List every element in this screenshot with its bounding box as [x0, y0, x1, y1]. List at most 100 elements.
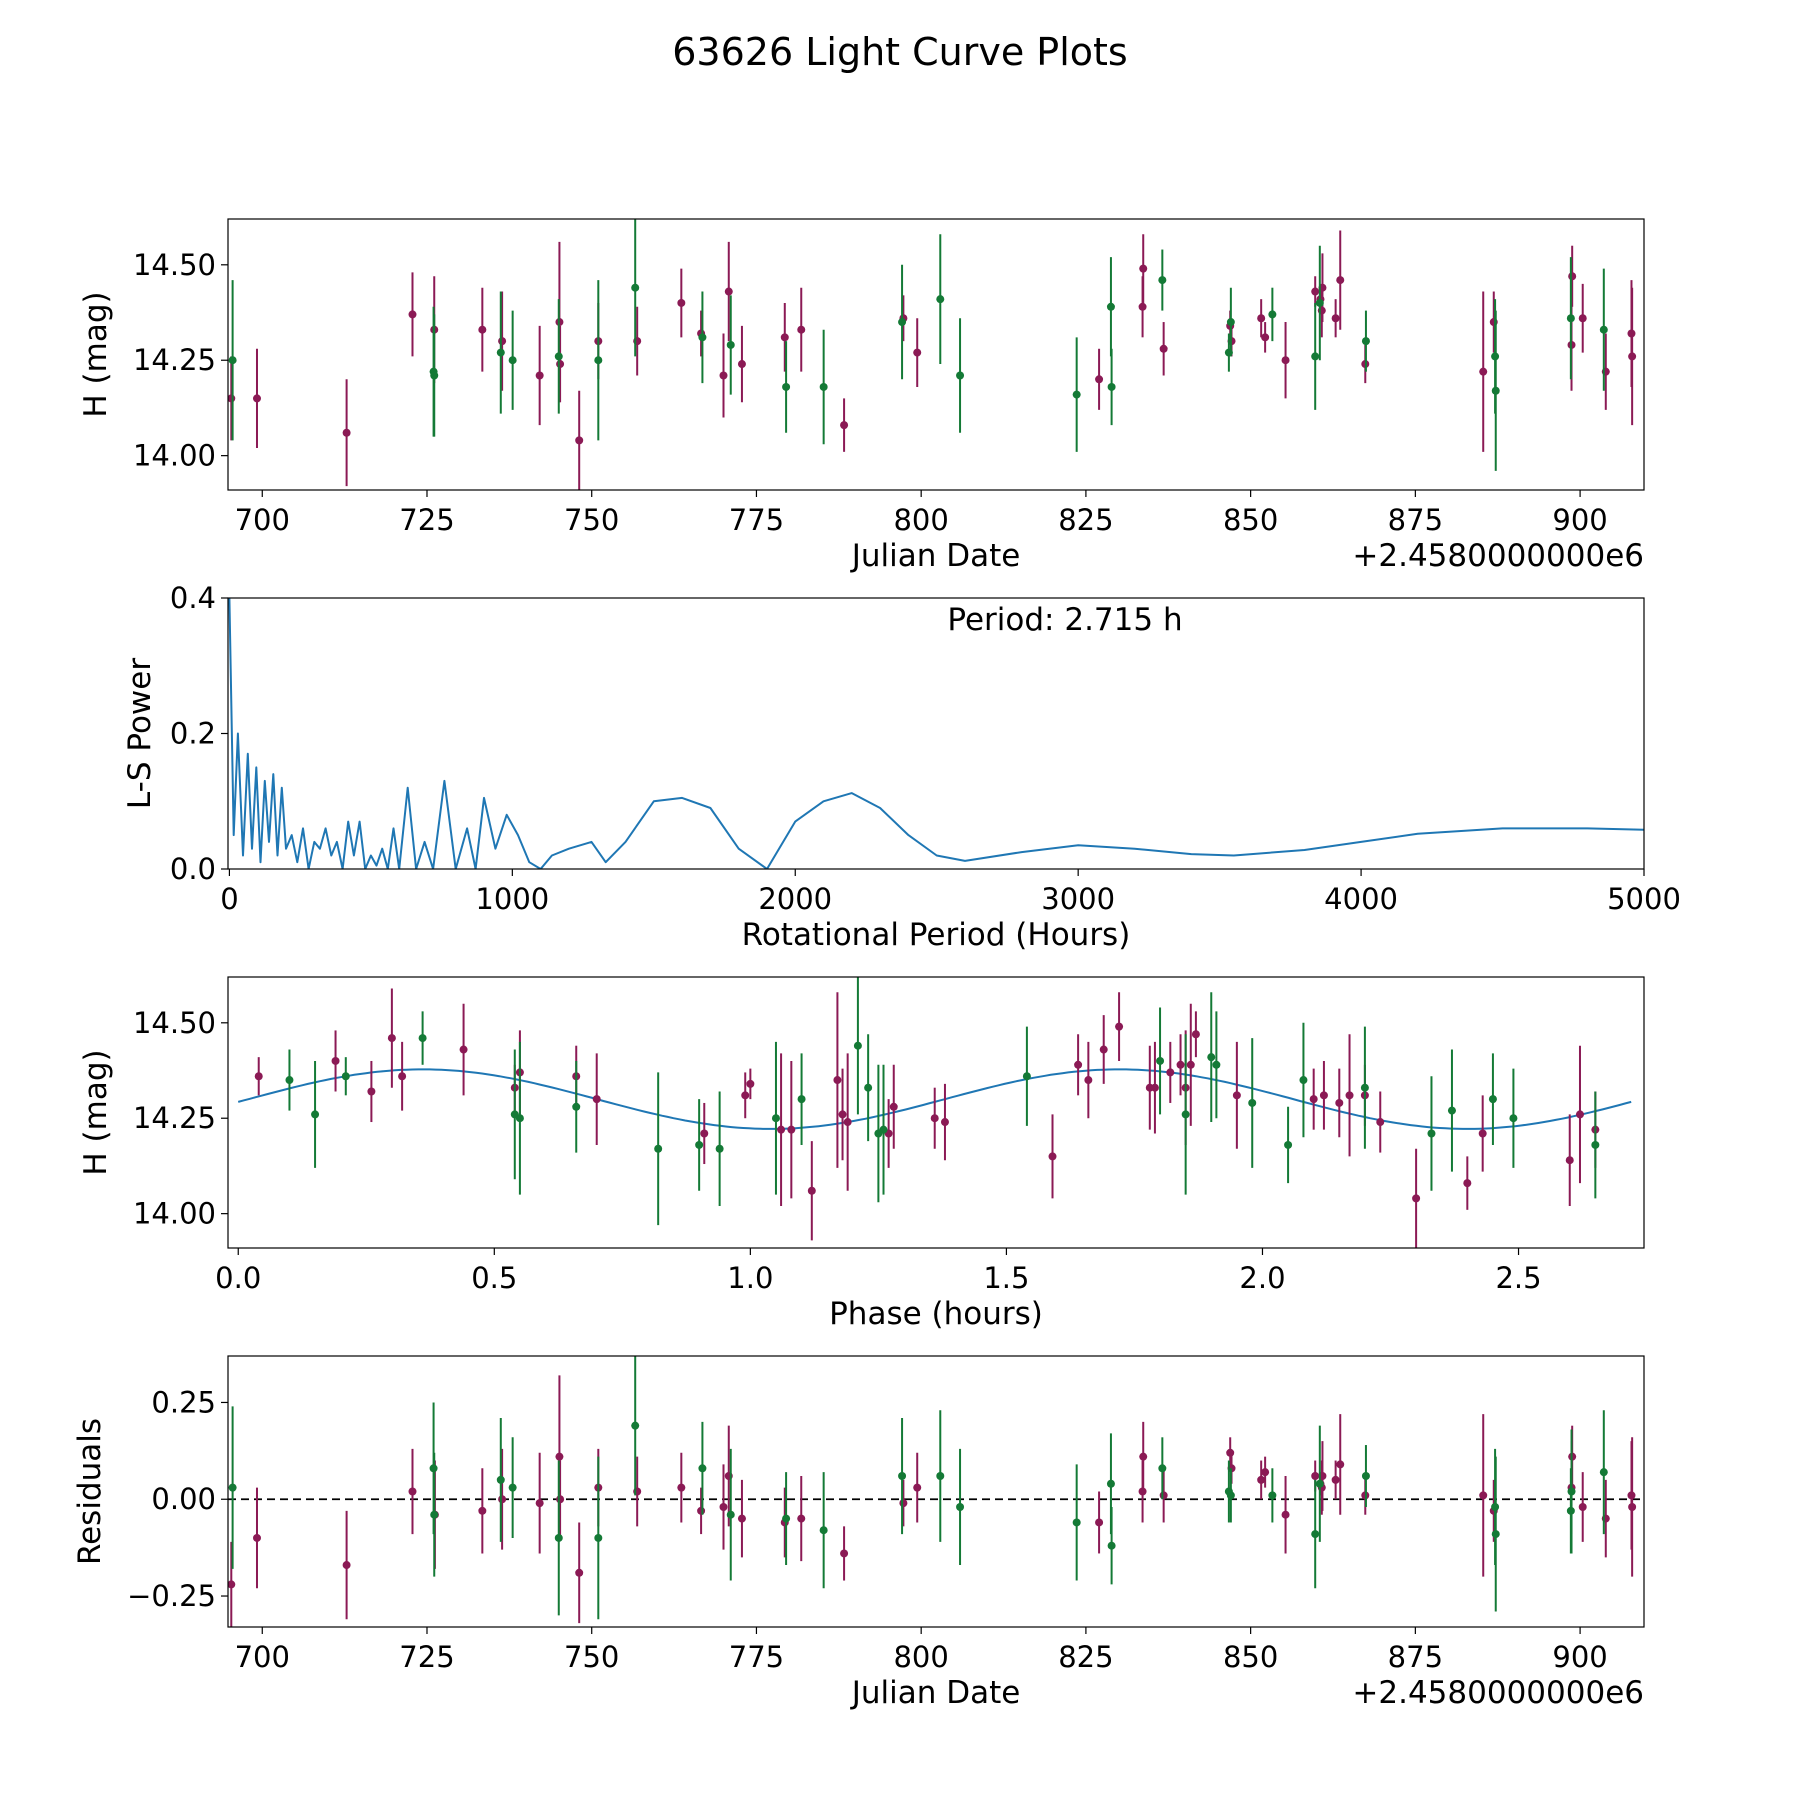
data-point: [459, 1045, 468, 1054]
axes-frame: [227, 1355, 1645, 1628]
data-point: [1447, 1106, 1456, 1115]
data-point: [1463, 1179, 1472, 1188]
panels: 700 725 750 775 800 825 850 875 900 14.00 14.25 14.…: [72, 218, 1681, 1711]
data-point: [311, 1110, 320, 1119]
data-point: [1479, 1491, 1488, 1500]
data-point: [1345, 1091, 1354, 1100]
data-point: [508, 356, 517, 365]
x-tick-label: 775: [729, 1640, 784, 1674]
data-point: [341, 1072, 350, 1081]
data-point: [1226, 1491, 1235, 1500]
x-tick-label: 850: [1223, 503, 1278, 537]
data-point: [698, 333, 707, 342]
data-point: [1509, 1114, 1518, 1123]
x-tick-label: 725: [399, 1640, 454, 1674]
data-point: [797, 325, 806, 334]
data-point: [1226, 318, 1235, 327]
data-point: [1139, 1452, 1148, 1461]
data-point: [838, 1110, 847, 1119]
x-tick-label: 3000: [1041, 882, 1115, 916]
data-point: [695, 1140, 704, 1149]
data-point: [719, 1502, 728, 1511]
data-point: [913, 1483, 922, 1492]
data-point: [228, 1580, 236, 1589]
data-point: [771, 1114, 780, 1123]
data-point: [1565, 1156, 1574, 1165]
data-point: [1207, 1053, 1216, 1062]
data-point: [1107, 1541, 1116, 1550]
data-point: [1158, 1464, 1167, 1473]
data-point: [787, 1125, 796, 1134]
data-point: [853, 1041, 862, 1050]
data-point: [1084, 1076, 1093, 1085]
data-point: [1099, 1045, 1108, 1054]
data-point: [1159, 1491, 1168, 1500]
data-point: [575, 436, 584, 445]
panel-residuals: 700 725 750 775 800 825 850 875 900 −0.25 0.00 0.25…: [72, 1355, 1645, 1711]
data-point: [1336, 1460, 1345, 1469]
data-point: [936, 1472, 945, 1481]
data-point: [408, 310, 417, 319]
data-point: [508, 1483, 517, 1492]
data-point: [1268, 1491, 1277, 1500]
data-point: [936, 295, 945, 304]
data-point: [1599, 325, 1608, 334]
x-tick-label: 775: [729, 503, 784, 537]
data-point: [797, 1514, 806, 1523]
y-tick-label: 14.00: [133, 439, 216, 473]
data-point: [913, 348, 922, 357]
data-point: [515, 1114, 524, 1123]
x-tick-label: 900: [1552, 1640, 1607, 1674]
data-point: [1181, 1110, 1190, 1119]
x-tick-label: 875: [1388, 1640, 1443, 1674]
data-point: [1072, 390, 1081, 399]
axes-frame: [227, 976, 1645, 1249]
data-point: [1491, 1530, 1500, 1539]
data-point: [1315, 298, 1324, 307]
data-point: [342, 1561, 351, 1570]
plot-area-periodogram: [228, 598, 1644, 869]
data-point: [554, 352, 563, 361]
data-point: [1095, 375, 1104, 384]
data-point: [1150, 1083, 1159, 1092]
data-point: [819, 382, 828, 391]
axes-frame: [227, 597, 1645, 870]
data-point: [1281, 1510, 1290, 1519]
y-tick-label: 0.25: [151, 1385, 216, 1419]
x-tick-label: 825: [1058, 1640, 1113, 1674]
data-point: [840, 1549, 849, 1558]
data-point: [1311, 1530, 1320, 1539]
data-point: [252, 394, 261, 403]
data-point: [864, 1083, 873, 1092]
data-point: [1591, 1140, 1600, 1149]
data-point: [1568, 272, 1577, 281]
x-tick-label: 850: [1223, 1640, 1278, 1674]
x-tick-label: 800: [893, 1640, 948, 1674]
data-point: [677, 298, 686, 307]
y-tick-label: 0.00: [151, 1482, 216, 1516]
data-point: [833, 1076, 842, 1085]
data-point: [1575, 1110, 1584, 1119]
data-point: [746, 1079, 755, 1088]
data-point: [697, 1506, 706, 1515]
axes-frame: [227, 218, 1645, 491]
data-point: [737, 360, 746, 369]
data-point: [1628, 1502, 1637, 1511]
data-point: [594, 1533, 603, 1542]
data-point: [726, 1510, 735, 1519]
y-axis-label: H (mag): [78, 1049, 114, 1175]
y-tick-label: 14.00: [133, 1197, 216, 1231]
data-point: [285, 1076, 294, 1085]
data-point: [1427, 1129, 1436, 1138]
data-point: [1335, 1098, 1344, 1107]
data-point: [1048, 1152, 1057, 1161]
data-point: [940, 1118, 949, 1127]
data-point: [777, 1125, 786, 1134]
y-tick-label: 14.25: [133, 1101, 216, 1135]
data-point: [1309, 1095, 1318, 1104]
data-point: [797, 1095, 806, 1104]
plot-area-residuals: [228, 1356, 1644, 1627]
data-point: [843, 1118, 852, 1127]
data-point: [741, 1091, 750, 1100]
